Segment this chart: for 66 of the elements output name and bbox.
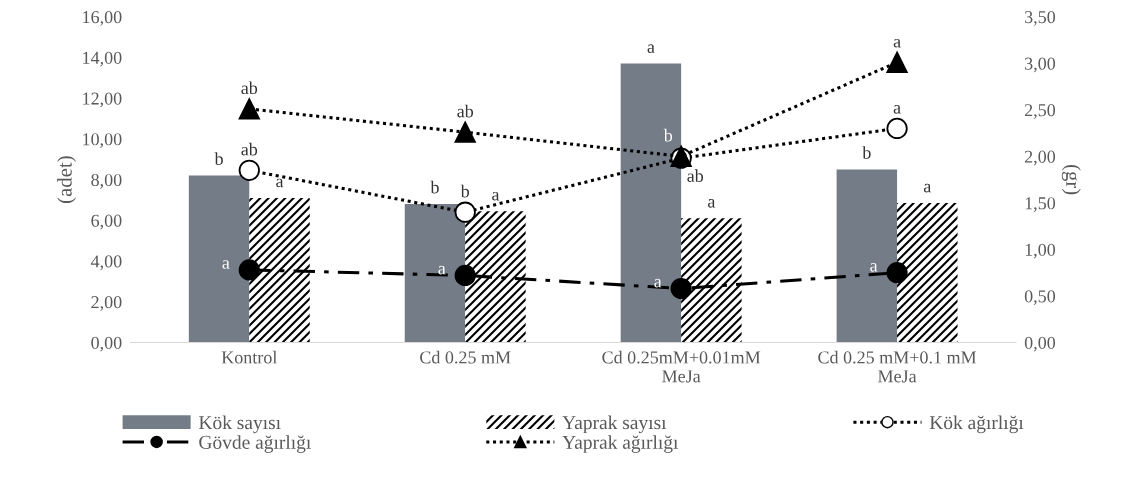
data-label: a — [870, 263, 878, 272]
y2-tick-label: 1,50 — [1025, 197, 1056, 212]
y-tick-label: 4,00 — [90, 255, 122, 271]
y2-tick-label: 0,00 — [1024, 336, 1056, 352]
data-label: b — [214, 152, 223, 165]
point — [454, 264, 476, 287]
point — [886, 51, 908, 73]
legend-label: Yaprak sayısı — [562, 415, 667, 434]
point — [238, 159, 260, 181]
data-label: a — [654, 278, 662, 288]
y2-tick-label: 3,00 — [1025, 57, 1056, 73]
bar — [188, 175, 250, 343]
y-tick-label: 0,00 — [91, 336, 122, 352]
x-tick-label: Kontrol — [221, 350, 278, 364]
data-label: ab — [457, 104, 474, 118]
point — [454, 201, 476, 223]
data-label: a — [222, 260, 230, 269]
legend-label: Kök ağırlığı — [929, 415, 1024, 434]
bar — [465, 211, 526, 343]
data-label: a — [708, 199, 716, 208]
y-tick-label: 12,00 — [83, 92, 122, 108]
data-label: a — [438, 265, 446, 275]
y-axis-title: (adet) — [57, 156, 77, 203]
data-label: a — [893, 38, 901, 48]
bar — [620, 63, 682, 343]
point — [886, 262, 908, 284]
y-tick-label: 14,00 — [83, 51, 122, 67]
data-label: b — [460, 184, 470, 198]
y-tick-label: 6,00 — [91, 214, 122, 230]
point — [670, 277, 692, 300]
bar — [249, 197, 310, 343]
data-label: ab — [687, 169, 704, 183]
point — [238, 98, 260, 120]
y-tick-label: 10,00 — [83, 133, 122, 148]
data-label: a — [893, 105, 901, 114]
x-tick-label: Cd 0.25 mM+0.1 mM MeJa — [818, 350, 977, 383]
legend-label: Yaprak ağırlığı — [562, 435, 679, 453]
y2-axis-title: (gr) — [1061, 164, 1081, 195]
legend-label: Gövde ağırlığı — [199, 435, 311, 453]
y2-tick-label: 2,50 — [1024, 104, 1056, 119]
bar — [897, 203, 958, 343]
x-tick-label: Cd 0.25 mM — [420, 350, 511, 364]
bar — [681, 218, 742, 343]
y2-tick-label: 3,50 — [1025, 11, 1056, 26]
data-label: b — [663, 128, 673, 142]
y-tick-label: 2,00 — [91, 296, 122, 311]
y-tick-label: 16,00 — [83, 11, 122, 26]
point — [238, 259, 260, 281]
point — [886, 117, 908, 140]
point — [454, 121, 476, 143]
data-label: b — [430, 180, 439, 194]
data-label: b — [862, 146, 871, 159]
data-label: a — [647, 44, 655, 53]
data-label: a — [923, 183, 932, 193]
y2-tick-label: 2,00 — [1024, 150, 1056, 166]
y2-tick-label: 0,50 — [1024, 290, 1056, 305]
bar — [404, 204, 466, 343]
y-tick-label: 8,00 — [91, 173, 122, 189]
y2-tick-label: 1,00 — [1025, 243, 1056, 259]
bar — [836, 169, 898, 343]
data-label: ab — [241, 142, 258, 156]
data-label: a — [276, 178, 284, 188]
data-label: a — [492, 191, 500, 201]
data-label: ab — [241, 81, 258, 95]
x-tick-label: Cd 0.25mM+0.01mM MeJa — [602, 350, 761, 383]
legend-label: Kök sayısı — [198, 415, 281, 434]
